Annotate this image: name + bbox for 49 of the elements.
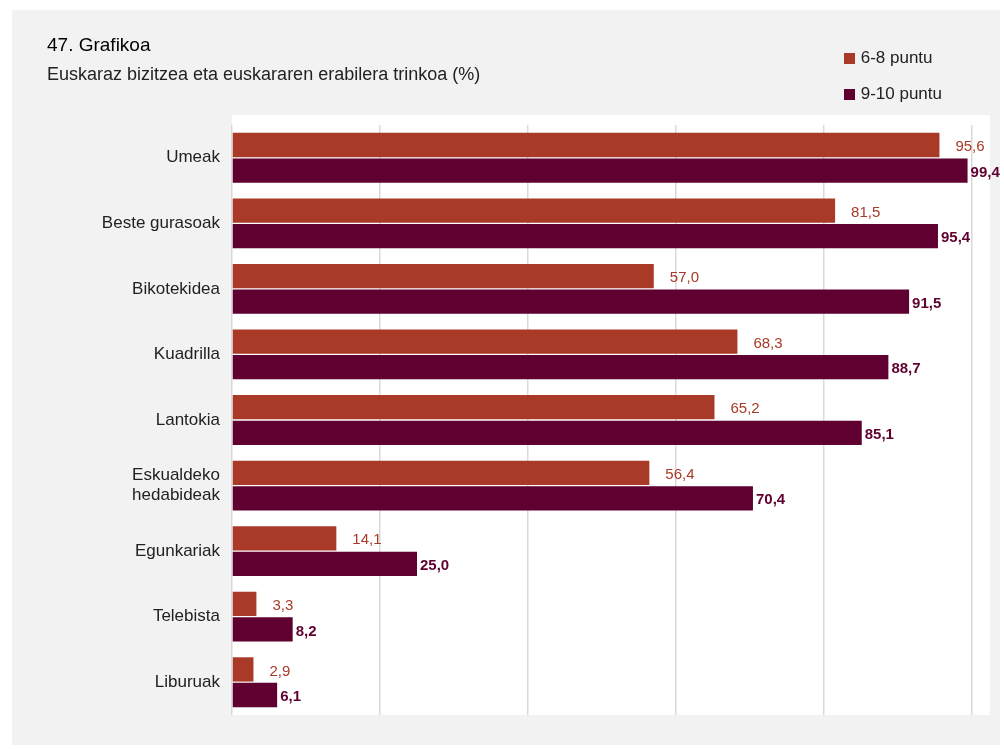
bar <box>232 132 940 158</box>
bar <box>232 591 257 617</box>
y-tick-label: Liburuak <box>154 671 221 691</box>
y-tick-label: Bikotekidea <box>132 278 221 298</box>
bar <box>232 223 938 249</box>
bar <box>232 617 293 642</box>
data-label: 95,6 <box>955 137 985 155</box>
bar <box>232 420 862 445</box>
data-label: 65,2 <box>730 399 760 417</box>
data-label: 95,4 <box>940 228 971 246</box>
y-tick-label: Eskualdeko hedabideak <box>132 465 221 505</box>
data-label: 3,3 <box>272 596 294 614</box>
data-label: 91,5 <box>912 293 942 311</box>
y-tick-label: Kuadrilla <box>153 344 221 364</box>
data-label: 68,3 <box>753 333 783 351</box>
chart-subtitle: Euskaraz bizitzea eta euskararen erabilera trinkoa (%) <box>47 64 481 85</box>
bar <box>232 329 738 354</box>
bar <box>232 158 968 183</box>
y-tick-label: Beste gurasoak <box>101 213 221 233</box>
data-label: 8,2 <box>295 621 317 639</box>
bar <box>232 657 254 682</box>
y-tick-label: Lantokia <box>155 409 221 429</box>
data-label: 99,4 <box>970 162 1001 180</box>
bar <box>232 395 715 420</box>
bar <box>232 682 278 708</box>
data-label: 57,0 <box>669 268 699 286</box>
data-label: 85,1 <box>864 424 894 442</box>
bar <box>232 263 654 289</box>
data-label: 14,1 <box>352 530 382 548</box>
bar <box>232 486 753 511</box>
data-label: 56,4 <box>665 464 695 482</box>
data-label: 70,4 <box>755 490 786 508</box>
data-label: 6,1 <box>280 687 301 705</box>
bar <box>232 289 910 314</box>
bar <box>232 355 889 380</box>
y-tick-label: Egunkariak <box>134 540 221 560</box>
bar <box>232 551 417 577</box>
chart-title: 47. Grafikoa <box>47 34 151 56</box>
y-tick-label: Umeak <box>166 147 221 167</box>
data-label: 25,0 <box>420 556 450 574</box>
legend-label: 9-10 puntu <box>860 84 942 104</box>
data-label: 81,5 <box>851 202 881 220</box>
data-label: 88,7 <box>891 359 921 377</box>
bar <box>232 526 337 551</box>
bar <box>232 460 650 485</box>
y-tick-label: Telebista <box>152 606 221 626</box>
data-label: 2,9 <box>269 661 291 679</box>
bar <box>232 198 836 223</box>
legend-label: 6-8 puntu <box>860 48 933 68</box>
